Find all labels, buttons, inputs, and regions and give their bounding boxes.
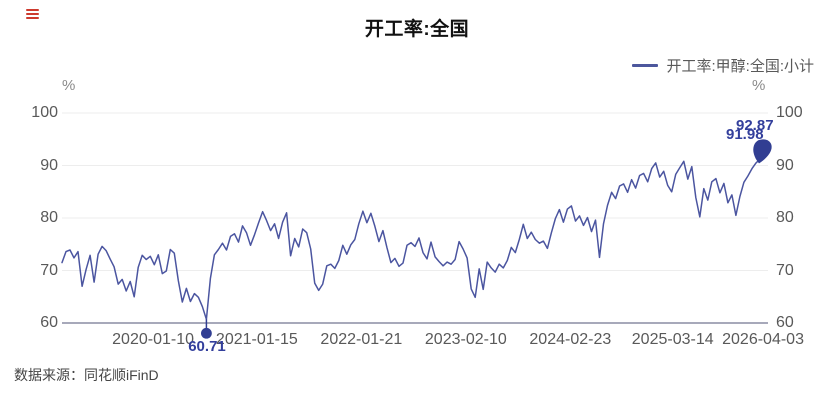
y-tick-label-right: 80 [776, 209, 794, 226]
legend-item-methanol[interactable]: 开工率:甲醇:全国:小计 [632, 55, 814, 76]
y-axis-unit-right: % [752, 77, 766, 94]
legend-line-icon [632, 64, 659, 67]
red-corner-mark-icon [26, 9, 39, 19]
x-tick-label: 2024-02-23 [529, 331, 612, 348]
y-tick-label-right: 100 [776, 104, 803, 121]
x-tick-label: 2023-02-10 [424, 331, 507, 348]
y-tick-label-left: 60 [40, 314, 58, 331]
x-tick-label: 2025-03-14 [631, 331, 714, 348]
series-line [61, 149, 769, 321]
y-axis-unit-left: % [62, 77, 76, 94]
y-tick-label-left: 70 [40, 261, 58, 279]
page-title: 开工率:全国 [364, 19, 470, 40]
data-source-text: 数据来源：同花顺iFinD [14, 367, 159, 383]
x-tick-label: 2022-01-21 [320, 331, 403, 348]
legend-label: 开工率:甲醇:全国:小计 [666, 58, 814, 75]
latest-marker [753, 139, 772, 164]
x-tick-label: 2021-01-15 [215, 331, 298, 348]
y-tick-label-right: 60 [776, 314, 794, 331]
y-tick-label-right: 70 [776, 261, 794, 279]
y-tick-label-left: 80 [40, 209, 58, 226]
min-marker [201, 327, 212, 339]
max-value-label: 92.87 [736, 117, 774, 134]
latest-value-label: 91.98 [726, 126, 764, 143]
x-tick-label: 2026-04-03 [722, 331, 804, 348]
x-tick-label: 2020-01-10 [112, 331, 194, 348]
y-tick-label-right: 90 [776, 156, 794, 174]
y-tick-label-left: 90 [40, 156, 58, 174]
min-value-label: 60.71 [188, 338, 226, 355]
y-tick-label-left: 100 [31, 104, 58, 121]
